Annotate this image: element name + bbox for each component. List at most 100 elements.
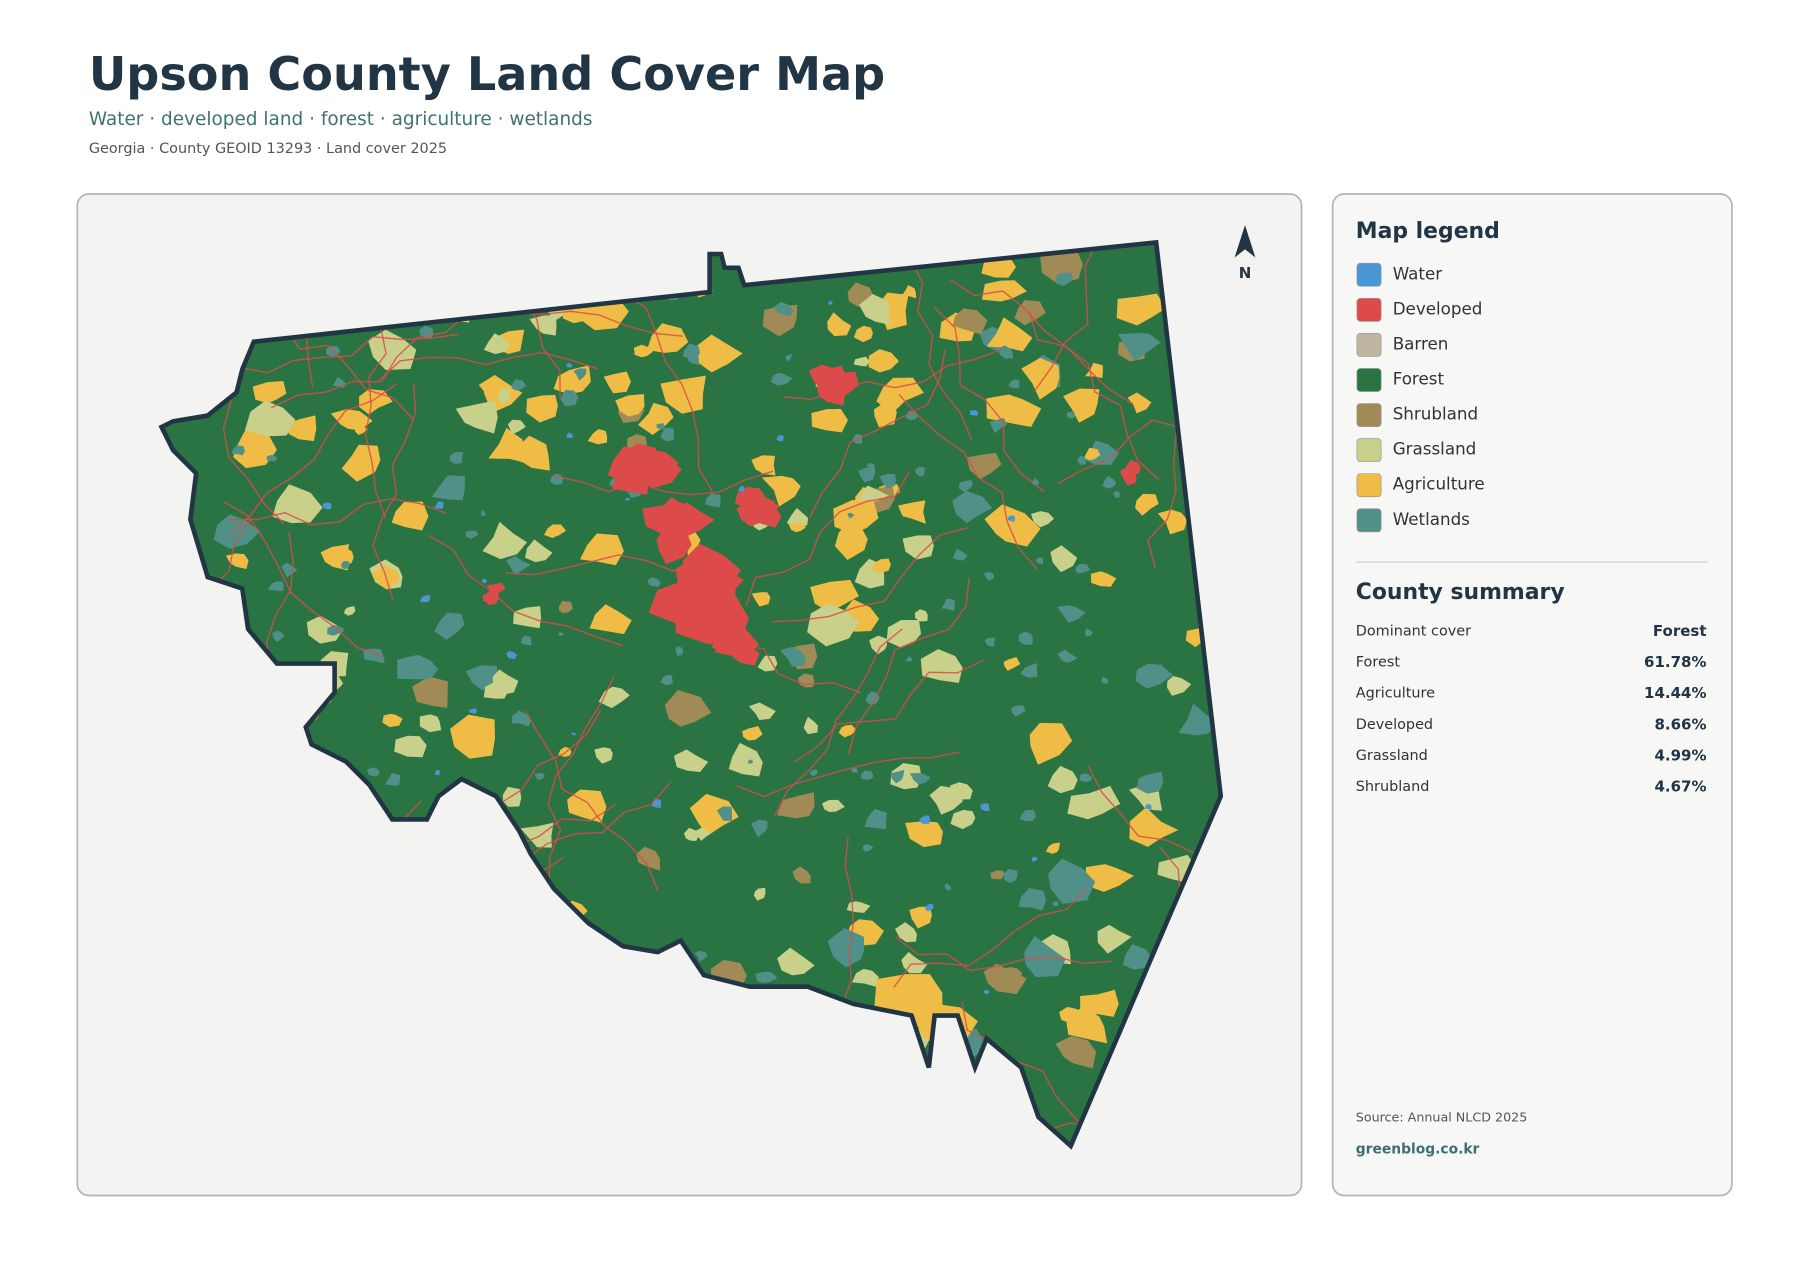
road bbox=[771, 526, 969, 623]
wetland-patch bbox=[573, 368, 587, 381]
north-label: N bbox=[1239, 264, 1252, 282]
cover-patch bbox=[594, 747, 613, 764]
developed-patch bbox=[656, 526, 692, 565]
wetland-patch bbox=[281, 562, 298, 578]
cover-patch bbox=[526, 394, 558, 423]
wetland-patch bbox=[785, 354, 793, 362]
cover-patch bbox=[1090, 571, 1117, 587]
developed-patch bbox=[1122, 473, 1137, 486]
road bbox=[934, 307, 1045, 493]
summary-label: Dominant cover bbox=[1356, 623, 1471, 639]
summary-value: 14.44% bbox=[1644, 684, 1706, 702]
cover-patch bbox=[696, 827, 711, 841]
water-patch bbox=[625, 497, 630, 501]
cover-patch bbox=[949, 782, 973, 800]
cover-patch bbox=[807, 603, 860, 647]
road bbox=[372, 383, 417, 601]
summary-label: Grassland bbox=[1356, 748, 1428, 764]
wetland-patch bbox=[952, 548, 968, 561]
cover-patch bbox=[886, 620, 921, 648]
road bbox=[239, 333, 459, 374]
cover-patch bbox=[852, 968, 879, 987]
road bbox=[895, 936, 1113, 972]
cover-patch bbox=[865, 691, 880, 706]
summary-value: Forest bbox=[1653, 622, 1707, 640]
developed-patch bbox=[828, 371, 859, 402]
cover-patch bbox=[1057, 605, 1086, 623]
cover-patch bbox=[1048, 858, 1096, 904]
wetland-patch bbox=[890, 769, 905, 784]
cover-patch bbox=[786, 507, 809, 527]
cover-patch bbox=[502, 786, 522, 807]
legend-label: Barren bbox=[1393, 333, 1449, 353]
cover-patch bbox=[1021, 357, 1060, 400]
cover-patch bbox=[952, 308, 988, 335]
cover-patch bbox=[748, 702, 776, 721]
road bbox=[1087, 765, 1221, 873]
water-patch bbox=[433, 501, 444, 509]
cover-patch bbox=[660, 375, 706, 414]
cover-patch bbox=[792, 866, 811, 884]
cover-patch bbox=[770, 372, 793, 386]
wetland-patch bbox=[1079, 773, 1093, 783]
cover-patch bbox=[1118, 333, 1161, 361]
cover-patch bbox=[412, 676, 448, 709]
wetland-patch bbox=[1029, 668, 1037, 674]
wetland-patch bbox=[647, 576, 661, 587]
wetland-patch bbox=[750, 819, 768, 838]
legend-swatch bbox=[1356, 473, 1382, 498]
cover-patch bbox=[761, 475, 801, 507]
road bbox=[525, 711, 659, 892]
cover-patch bbox=[382, 713, 403, 728]
summary-label: Shrubland bbox=[1356, 779, 1430, 795]
wetland-patch bbox=[561, 389, 579, 407]
wetland-patch bbox=[694, 950, 708, 962]
cover-patch bbox=[1136, 771, 1164, 794]
cover-patch bbox=[950, 809, 976, 830]
road bbox=[783, 348, 1003, 400]
subtitle: Water · developed land · forest · agricu… bbox=[89, 109, 593, 130]
cover-patch bbox=[757, 655, 778, 672]
road bbox=[808, 349, 946, 519]
developed-patch bbox=[484, 587, 499, 602]
wetland-patch bbox=[511, 379, 527, 391]
wetland-patch bbox=[1077, 455, 1087, 466]
cover-patch bbox=[1065, 1006, 1108, 1044]
cover-patch bbox=[1018, 888, 1047, 911]
cover-patch bbox=[898, 500, 926, 524]
cover-patch bbox=[343, 606, 356, 616]
cover-patch bbox=[810, 579, 859, 613]
cover-patch bbox=[1084, 362, 1103, 379]
cover-patch bbox=[1122, 944, 1152, 970]
cover-patch bbox=[1084, 864, 1134, 892]
cover-patch bbox=[1097, 924, 1132, 954]
wetland-patch bbox=[1075, 564, 1091, 574]
cover-patch bbox=[615, 394, 645, 417]
road bbox=[773, 628, 903, 817]
cover-patch bbox=[909, 906, 932, 929]
legend-label: Forest bbox=[1393, 369, 1445, 389]
cover-patch bbox=[895, 922, 917, 943]
road bbox=[364, 296, 387, 519]
water-patch bbox=[566, 432, 573, 439]
cover-patch bbox=[1135, 663, 1173, 689]
cover-patch bbox=[673, 749, 709, 772]
wetland-patch bbox=[705, 493, 721, 508]
cover-patch bbox=[1178, 703, 1216, 736]
road bbox=[378, 351, 598, 381]
cover-patch bbox=[529, 315, 557, 336]
water-patch bbox=[434, 769, 440, 776]
wetland-patch bbox=[656, 423, 665, 430]
cover-patch bbox=[890, 763, 922, 790]
legend-swatch bbox=[1356, 333, 1382, 357]
wetland-patch bbox=[506, 555, 531, 575]
wetland-patch bbox=[267, 581, 284, 592]
cover-patch bbox=[636, 846, 661, 871]
cover-patch bbox=[450, 714, 495, 759]
road bbox=[893, 887, 1087, 988]
cover-patch bbox=[684, 827, 699, 841]
cover-patch bbox=[777, 792, 815, 819]
road bbox=[847, 577, 970, 755]
